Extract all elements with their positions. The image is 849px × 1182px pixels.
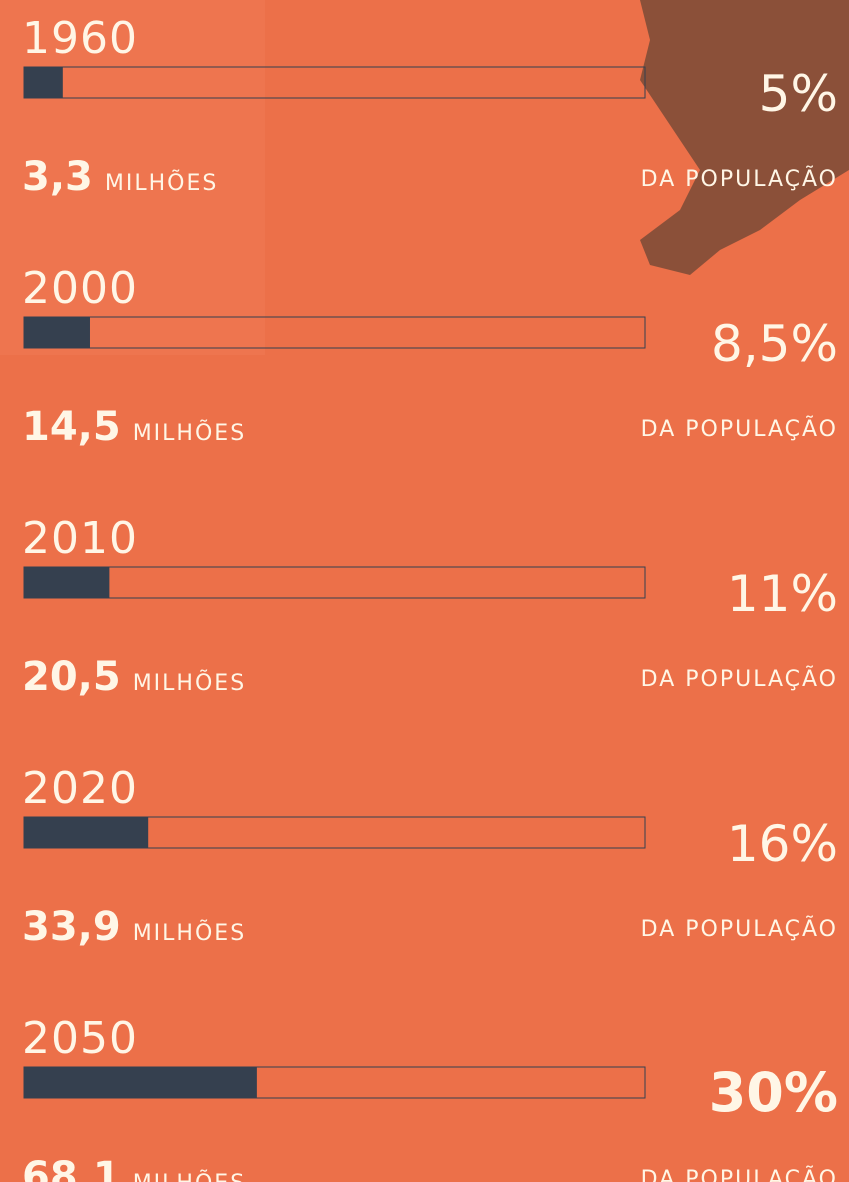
percent-label: 11% [727,565,838,623]
bar-track [23,566,646,599]
unit-label: MILHÕES [133,919,246,946]
bar-fill [24,67,63,98]
year-label: 2050 [22,1013,138,1064]
year-label: 1960 [22,13,138,64]
year-label: 2020 [22,763,138,814]
bar-fill [24,817,149,848]
year-label: 2000 [22,263,138,314]
population-label: 14,5 [22,404,121,450]
bar-fill [24,567,110,598]
share-label: DA POPULAÇÃO [641,415,838,442]
population-label: 33,9 [22,904,121,950]
share-label: DA POPULAÇÃO [641,165,838,192]
percent-label: 8,5% [711,315,838,373]
unit-label: MILHÕES [133,419,246,446]
percent-label: 30% [709,1061,838,1124]
population-label: 68,1 [22,1154,121,1182]
share-label: DA POPULAÇÃO [641,665,838,692]
percent-label: 5% [759,65,838,123]
share-label: DA POPULAÇÃO [641,915,838,942]
population-label: 20,5 [22,654,121,700]
unit-label: MILHÕES [133,669,246,696]
population-label: 3,3 [22,154,93,200]
unit-label: MILHÕES [133,1169,246,1182]
unit-label: MILHÕES [105,169,218,196]
year-label: 2010 [22,513,138,564]
percent-label: 16% [727,815,838,873]
bar-fill [24,317,90,348]
bar-fill [24,1067,257,1098]
map-texture [640,0,849,275]
background-panel [0,0,265,355]
share-label: DA POPULAÇÃO [641,1165,838,1182]
